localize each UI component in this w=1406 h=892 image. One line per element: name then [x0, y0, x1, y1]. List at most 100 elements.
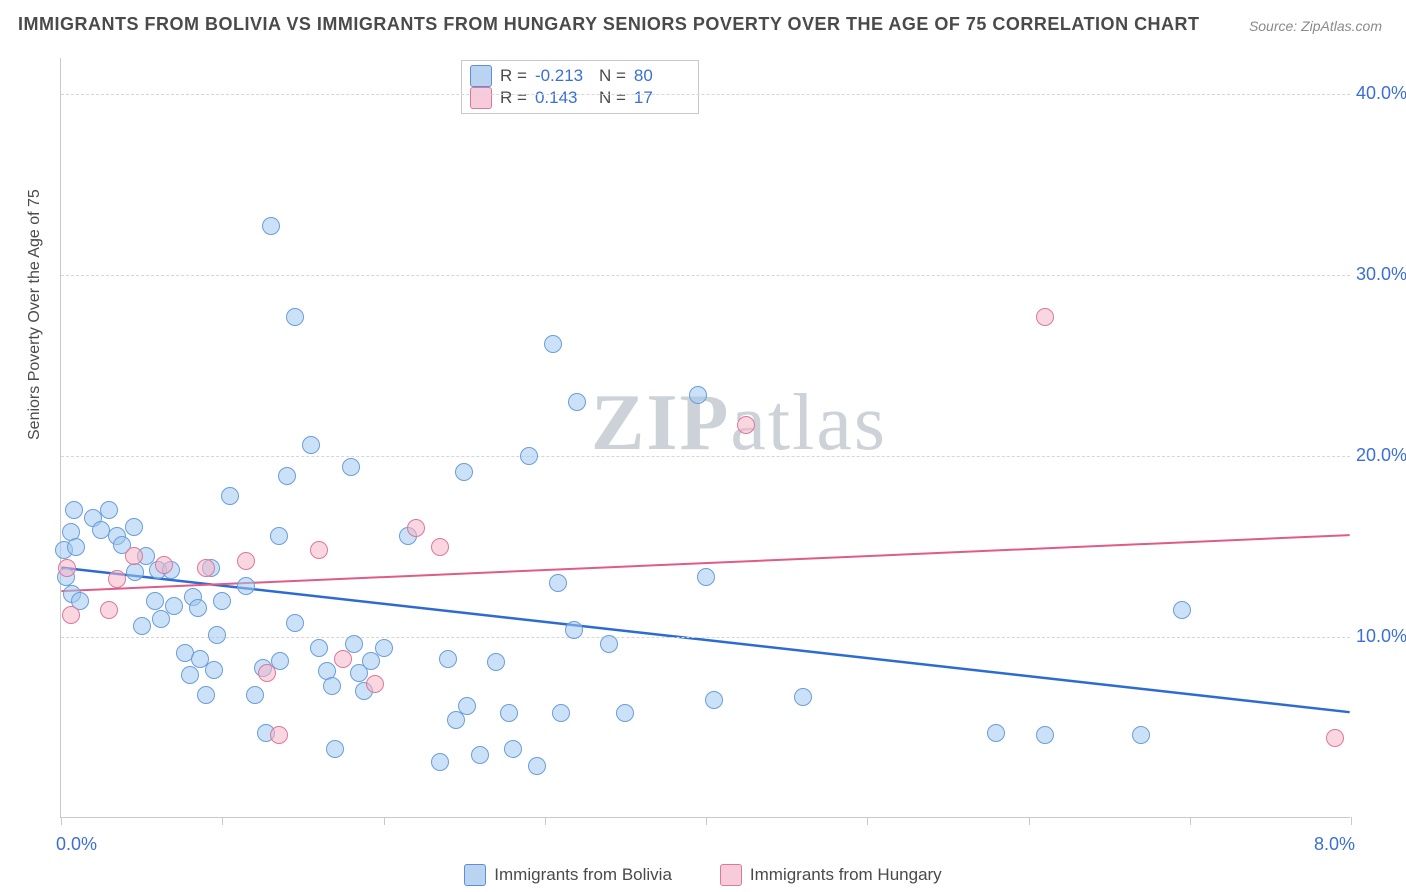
- scatter-point: [258, 664, 276, 682]
- scatter-point: [58, 559, 76, 577]
- scatter-point: [62, 606, 80, 624]
- scatter-point: [100, 501, 118, 519]
- scatter-point: [455, 463, 473, 481]
- scatter-point: [431, 753, 449, 771]
- legend-swatch-hungary-icon: [720, 864, 742, 886]
- legend-item-hungary: Immigrants from Hungary: [720, 864, 942, 886]
- legend-swatch-bolivia-icon: [464, 864, 486, 886]
- stat-n-label-0: N =: [599, 65, 626, 87]
- x-tick: [706, 817, 707, 825]
- stat-n-value-0: 80: [634, 65, 690, 87]
- x-tick: [61, 817, 62, 825]
- scatter-point: [616, 704, 634, 722]
- y-tick-label: 40.0%: [1356, 83, 1406, 104]
- scatter-point: [125, 547, 143, 565]
- x-tick: [1029, 817, 1030, 825]
- scatter-point: [737, 416, 755, 434]
- source-attribution: Source: ZipAtlas.com: [1249, 18, 1382, 34]
- scatter-point: [278, 467, 296, 485]
- scatter-point: [568, 393, 586, 411]
- stat-r-value-0: -0.213: [535, 65, 591, 87]
- scatter-point: [197, 559, 215, 577]
- scatter-point: [447, 711, 465, 729]
- gridline: [61, 275, 1350, 276]
- legend-label-hungary: Immigrants from Hungary: [750, 865, 942, 885]
- stat-r-value-1: 0.143: [535, 87, 591, 109]
- scatter-point: [286, 308, 304, 326]
- scatter-point: [310, 541, 328, 559]
- scatter-point: [549, 574, 567, 592]
- legend-label-bolivia: Immigrants from Bolivia: [494, 865, 672, 885]
- y-tick-label: 30.0%: [1356, 264, 1406, 285]
- scatter-point: [326, 740, 344, 758]
- gridline: [61, 637, 1350, 638]
- scatter-point: [208, 626, 226, 644]
- scatter-point: [65, 501, 83, 519]
- scatter-point: [189, 599, 207, 617]
- scatter-point: [471, 746, 489, 764]
- scatter-point: [458, 697, 476, 715]
- y-tick-label: 20.0%: [1356, 445, 1406, 466]
- scatter-point: [1132, 726, 1150, 744]
- scatter-point: [181, 666, 199, 684]
- scatter-point: [1173, 601, 1191, 619]
- scatter-point: [197, 686, 215, 704]
- scatter-point: [1036, 726, 1054, 744]
- legend-item-bolivia: Immigrants from Bolivia: [464, 864, 672, 886]
- scatter-point: [237, 577, 255, 595]
- scatter-point: [108, 570, 126, 588]
- scatter-point: [1326, 729, 1344, 747]
- x-tick-end: 8.0%: [1314, 834, 1355, 855]
- scatter-point: [500, 704, 518, 722]
- scatter-point: [366, 675, 384, 693]
- scatter-point: [689, 386, 707, 404]
- x-tick: [867, 817, 868, 825]
- scatter-point: [286, 614, 304, 632]
- scatter-point: [125, 518, 143, 536]
- x-tick: [545, 817, 546, 825]
- y-axis-label: Seniors Poverty Over the Age of 75: [26, 189, 44, 440]
- stats-row-hungary: R = 0.143 N = 17: [470, 87, 690, 109]
- scatter-point: [697, 568, 715, 586]
- x-tick-start: 0.0%: [56, 834, 97, 855]
- chart-container: IMMIGRANTS FROM BOLIVIA VS IMMIGRANTS FR…: [0, 0, 1406, 892]
- scatter-point: [133, 617, 151, 635]
- scatter-point: [302, 436, 320, 454]
- swatch-bolivia-icon: [470, 65, 492, 87]
- chart-title: IMMIGRANTS FROM BOLIVIA VS IMMIGRANTS FR…: [18, 14, 1200, 35]
- scatter-point: [487, 653, 505, 671]
- scatter-point: [528, 757, 546, 775]
- scatter-point: [342, 458, 360, 476]
- scatter-point: [439, 650, 457, 668]
- scatter-point: [205, 661, 223, 679]
- scatter-point: [221, 487, 239, 505]
- scatter-point: [126, 563, 144, 581]
- scatter-point: [213, 592, 231, 610]
- gridline: [61, 456, 1350, 457]
- scatter-point: [67, 538, 85, 556]
- gridline: [61, 94, 1350, 95]
- plot-area: ZIPatlas R = -0.213 N = 80 R = 0.143 N =…: [60, 58, 1350, 818]
- scatter-point: [323, 677, 341, 695]
- scatter-point: [705, 691, 723, 709]
- stats-row-bolivia: R = -0.213 N = 80: [470, 65, 690, 87]
- legend: Immigrants from Bolivia Immigrants from …: [0, 864, 1406, 886]
- scatter-point: [565, 621, 583, 639]
- x-tick: [1351, 817, 1352, 825]
- swatch-hungary-icon: [470, 87, 492, 109]
- scatter-point: [310, 639, 328, 657]
- stat-r-label-1: R =: [500, 87, 527, 109]
- x-tick: [222, 817, 223, 825]
- stat-n-label-1: N =: [599, 87, 626, 109]
- scatter-point: [262, 217, 280, 235]
- scatter-point: [334, 650, 352, 668]
- scatter-point: [987, 724, 1005, 742]
- stat-r-label-0: R =: [500, 65, 527, 87]
- scatter-point: [270, 527, 288, 545]
- scatter-point: [431, 538, 449, 556]
- scatter-point: [165, 597, 183, 615]
- scatter-point: [520, 447, 538, 465]
- scatter-point: [100, 601, 118, 619]
- stat-n-value-1: 17: [634, 87, 690, 109]
- x-tick: [384, 817, 385, 825]
